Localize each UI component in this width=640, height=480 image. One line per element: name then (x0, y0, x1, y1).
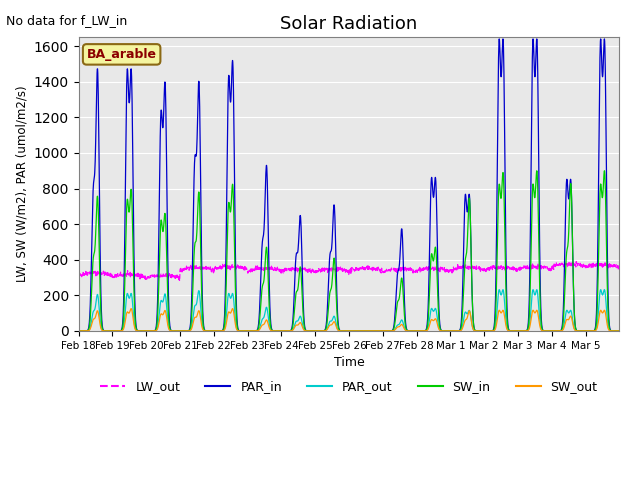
LW_out (75, 273, 83, 278)
Legend: LW_out, PAR_in, PAR_out, SW_in, SW_out: LW_out, PAR_in, PAR_out, SW_in, SW_out (95, 375, 602, 398)
SW_in (129, 221, 136, 227)
SW_out (543, 328, 550, 334)
PAR_out (381, 328, 389, 334)
Y-axis label: LW, SW (W/m2), PAR (umol/m2/s): LW, SW (W/m2), PAR (umol/m2/s) (15, 86, 28, 282)
PAR_in (75, 328, 83, 334)
SW_in (512, 328, 520, 334)
PAR_in (245, 328, 253, 334)
LW_out (246, 268, 253, 274)
SW_out (345, 328, 353, 334)
LW_out (616, 264, 623, 270)
SW_out (127, 306, 135, 312)
LW_out (572, 259, 580, 264)
SW_out (512, 328, 520, 334)
PAR_in (495, 36, 503, 42)
SW_out (608, 328, 616, 334)
LW_out (512, 266, 520, 272)
SW_in (616, 328, 623, 334)
Line: PAR_out: PAR_out (79, 290, 620, 331)
Title: Solar Radiation: Solar Radiation (280, 15, 418, 33)
LW_out (176, 278, 184, 284)
SW_out (129, 313, 136, 319)
PAR_in (129, 131, 136, 136)
SW_in (381, 328, 389, 334)
SW_out (382, 328, 390, 334)
Line: SW_in: SW_in (79, 171, 620, 331)
PAR_in (608, 328, 616, 334)
SW_out (246, 328, 253, 334)
PAR_in (616, 328, 623, 334)
SW_in (533, 168, 541, 174)
Text: BA_arable: BA_arable (86, 48, 157, 61)
PAR_in (512, 328, 520, 334)
SW_in (245, 328, 253, 334)
LW_out (381, 268, 389, 274)
PAR_out (495, 287, 503, 293)
SW_in (75, 328, 83, 334)
PAR_out (512, 328, 520, 334)
PAR_out (75, 328, 83, 334)
SW_in (543, 328, 550, 334)
LW_out (608, 263, 616, 269)
PAR_out (608, 328, 616, 334)
LW_out (129, 273, 136, 278)
Line: SW_out: SW_out (79, 309, 620, 331)
LW_out (542, 264, 550, 269)
PAR_out (616, 328, 623, 334)
PAR_in (543, 328, 550, 334)
SW_out (616, 328, 623, 334)
SW_in (608, 328, 616, 334)
PAR_out (345, 328, 353, 334)
PAR_out (129, 300, 136, 306)
SW_out (75, 328, 83, 334)
X-axis label: Time: Time (333, 356, 364, 369)
Text: No data for f_LW_in: No data for f_LW_in (6, 14, 127, 27)
Line: PAR_in: PAR_in (79, 39, 620, 331)
Line: LW_out: LW_out (79, 262, 620, 281)
SW_in (345, 328, 353, 334)
PAR_in (381, 328, 389, 334)
PAR_in (345, 328, 353, 334)
PAR_out (543, 328, 550, 334)
PAR_out (245, 328, 253, 334)
